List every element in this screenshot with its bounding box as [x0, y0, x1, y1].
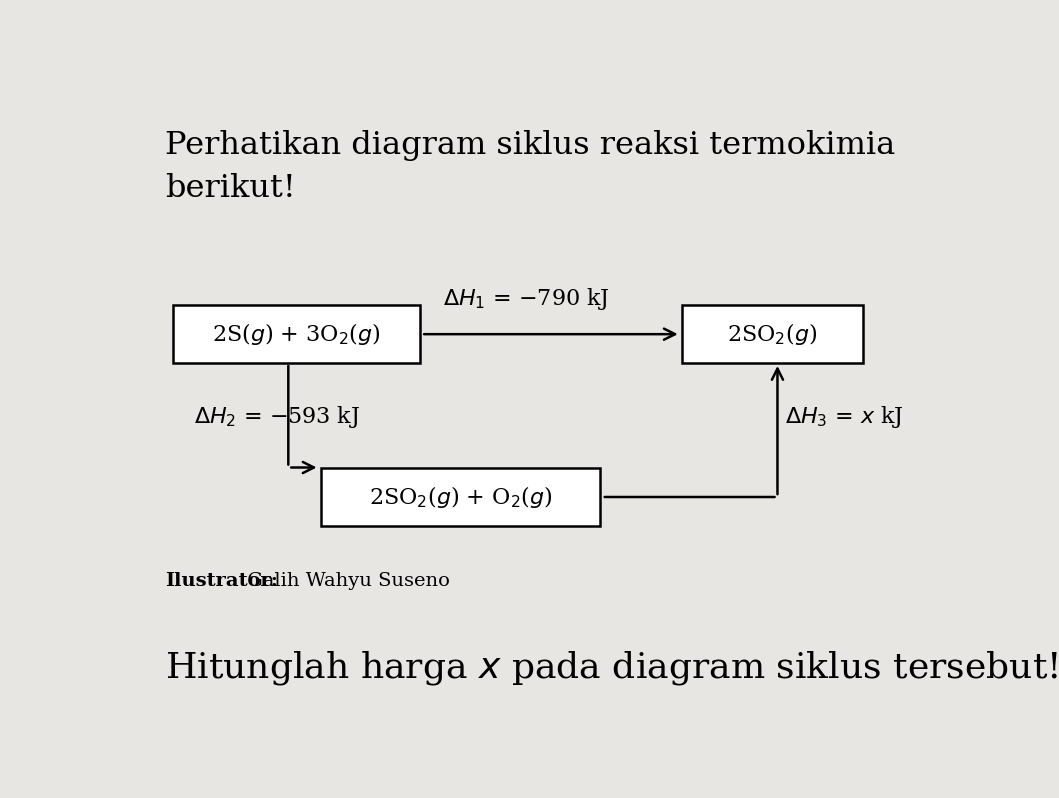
Text: 2SO$_2$($g$): 2SO$_2$($g$)	[728, 321, 818, 347]
FancyBboxPatch shape	[174, 305, 419, 363]
Text: Ilustrator:: Ilustrator:	[165, 572, 279, 590]
Text: Perhatikan diagram siklus reaksi termokimia: Perhatikan diagram siklus reaksi termoki…	[165, 129, 896, 160]
Text: Galih Wahyu Suseno: Galih Wahyu Suseno	[240, 572, 450, 590]
Text: 2SO$_2$($g$) + O$_2$($g$): 2SO$_2$($g$) + O$_2$($g$)	[369, 484, 553, 510]
FancyBboxPatch shape	[321, 468, 600, 526]
Text: $\Delta H_1$ = $-$790 kJ: $\Delta H_1$ = $-$790 kJ	[443, 286, 610, 312]
Text: Hitunglah harga $x$ pada diagram siklus tersebut!: Hitunglah harga $x$ pada diagram siklus …	[165, 649, 1059, 687]
FancyBboxPatch shape	[682, 305, 863, 363]
Text: $\Delta H_3$ = $x$ kJ: $\Delta H_3$ = $x$ kJ	[785, 404, 903, 429]
Text: berikut!: berikut!	[165, 172, 295, 203]
Text: 2S($g$) + 3O$_2$($g$): 2S($g$) + 3O$_2$($g$)	[212, 321, 381, 347]
Text: $\Delta H_2$ = $-$593 kJ: $\Delta H_2$ = $-$593 kJ	[194, 404, 360, 429]
